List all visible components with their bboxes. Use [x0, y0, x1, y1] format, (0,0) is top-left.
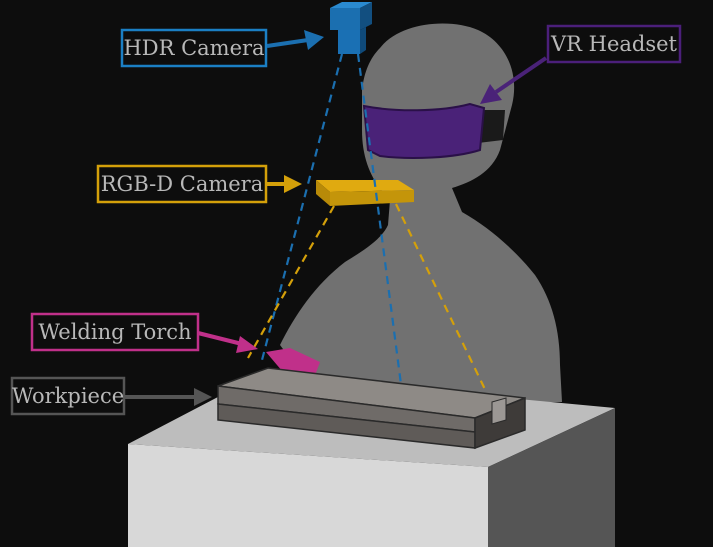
vr-headset [362, 102, 505, 159]
label-workpiece: Workpiece [10, 376, 126, 416]
rgbd-camera-device [316, 180, 414, 206]
hdr-camera-device [330, 2, 372, 54]
label-rgbd-camera: RGB-D Camera [96, 164, 268, 204]
label-vr-headset-text: VR Headset [550, 32, 678, 56]
label-vr-headset: VR Headset [546, 24, 682, 64]
label-hdr-camera: HDR Camera [120, 28, 268, 68]
label-workpiece-text: Workpiece [12, 384, 124, 408]
label-hdr-camera-text: HDR Camera [123, 36, 264, 60]
operator-silhouette [280, 23, 562, 402]
pointer-arrows [124, 30, 548, 406]
label-welding-torch: Welding Torch [30, 312, 200, 352]
camera-sight-lines [247, 53, 493, 405]
label-rgbd-camera-text: RGB-D Camera [101, 172, 264, 196]
workpiece-plates [217, 367, 526, 450]
label-welding-torch-text: Welding Torch [38, 320, 191, 344]
